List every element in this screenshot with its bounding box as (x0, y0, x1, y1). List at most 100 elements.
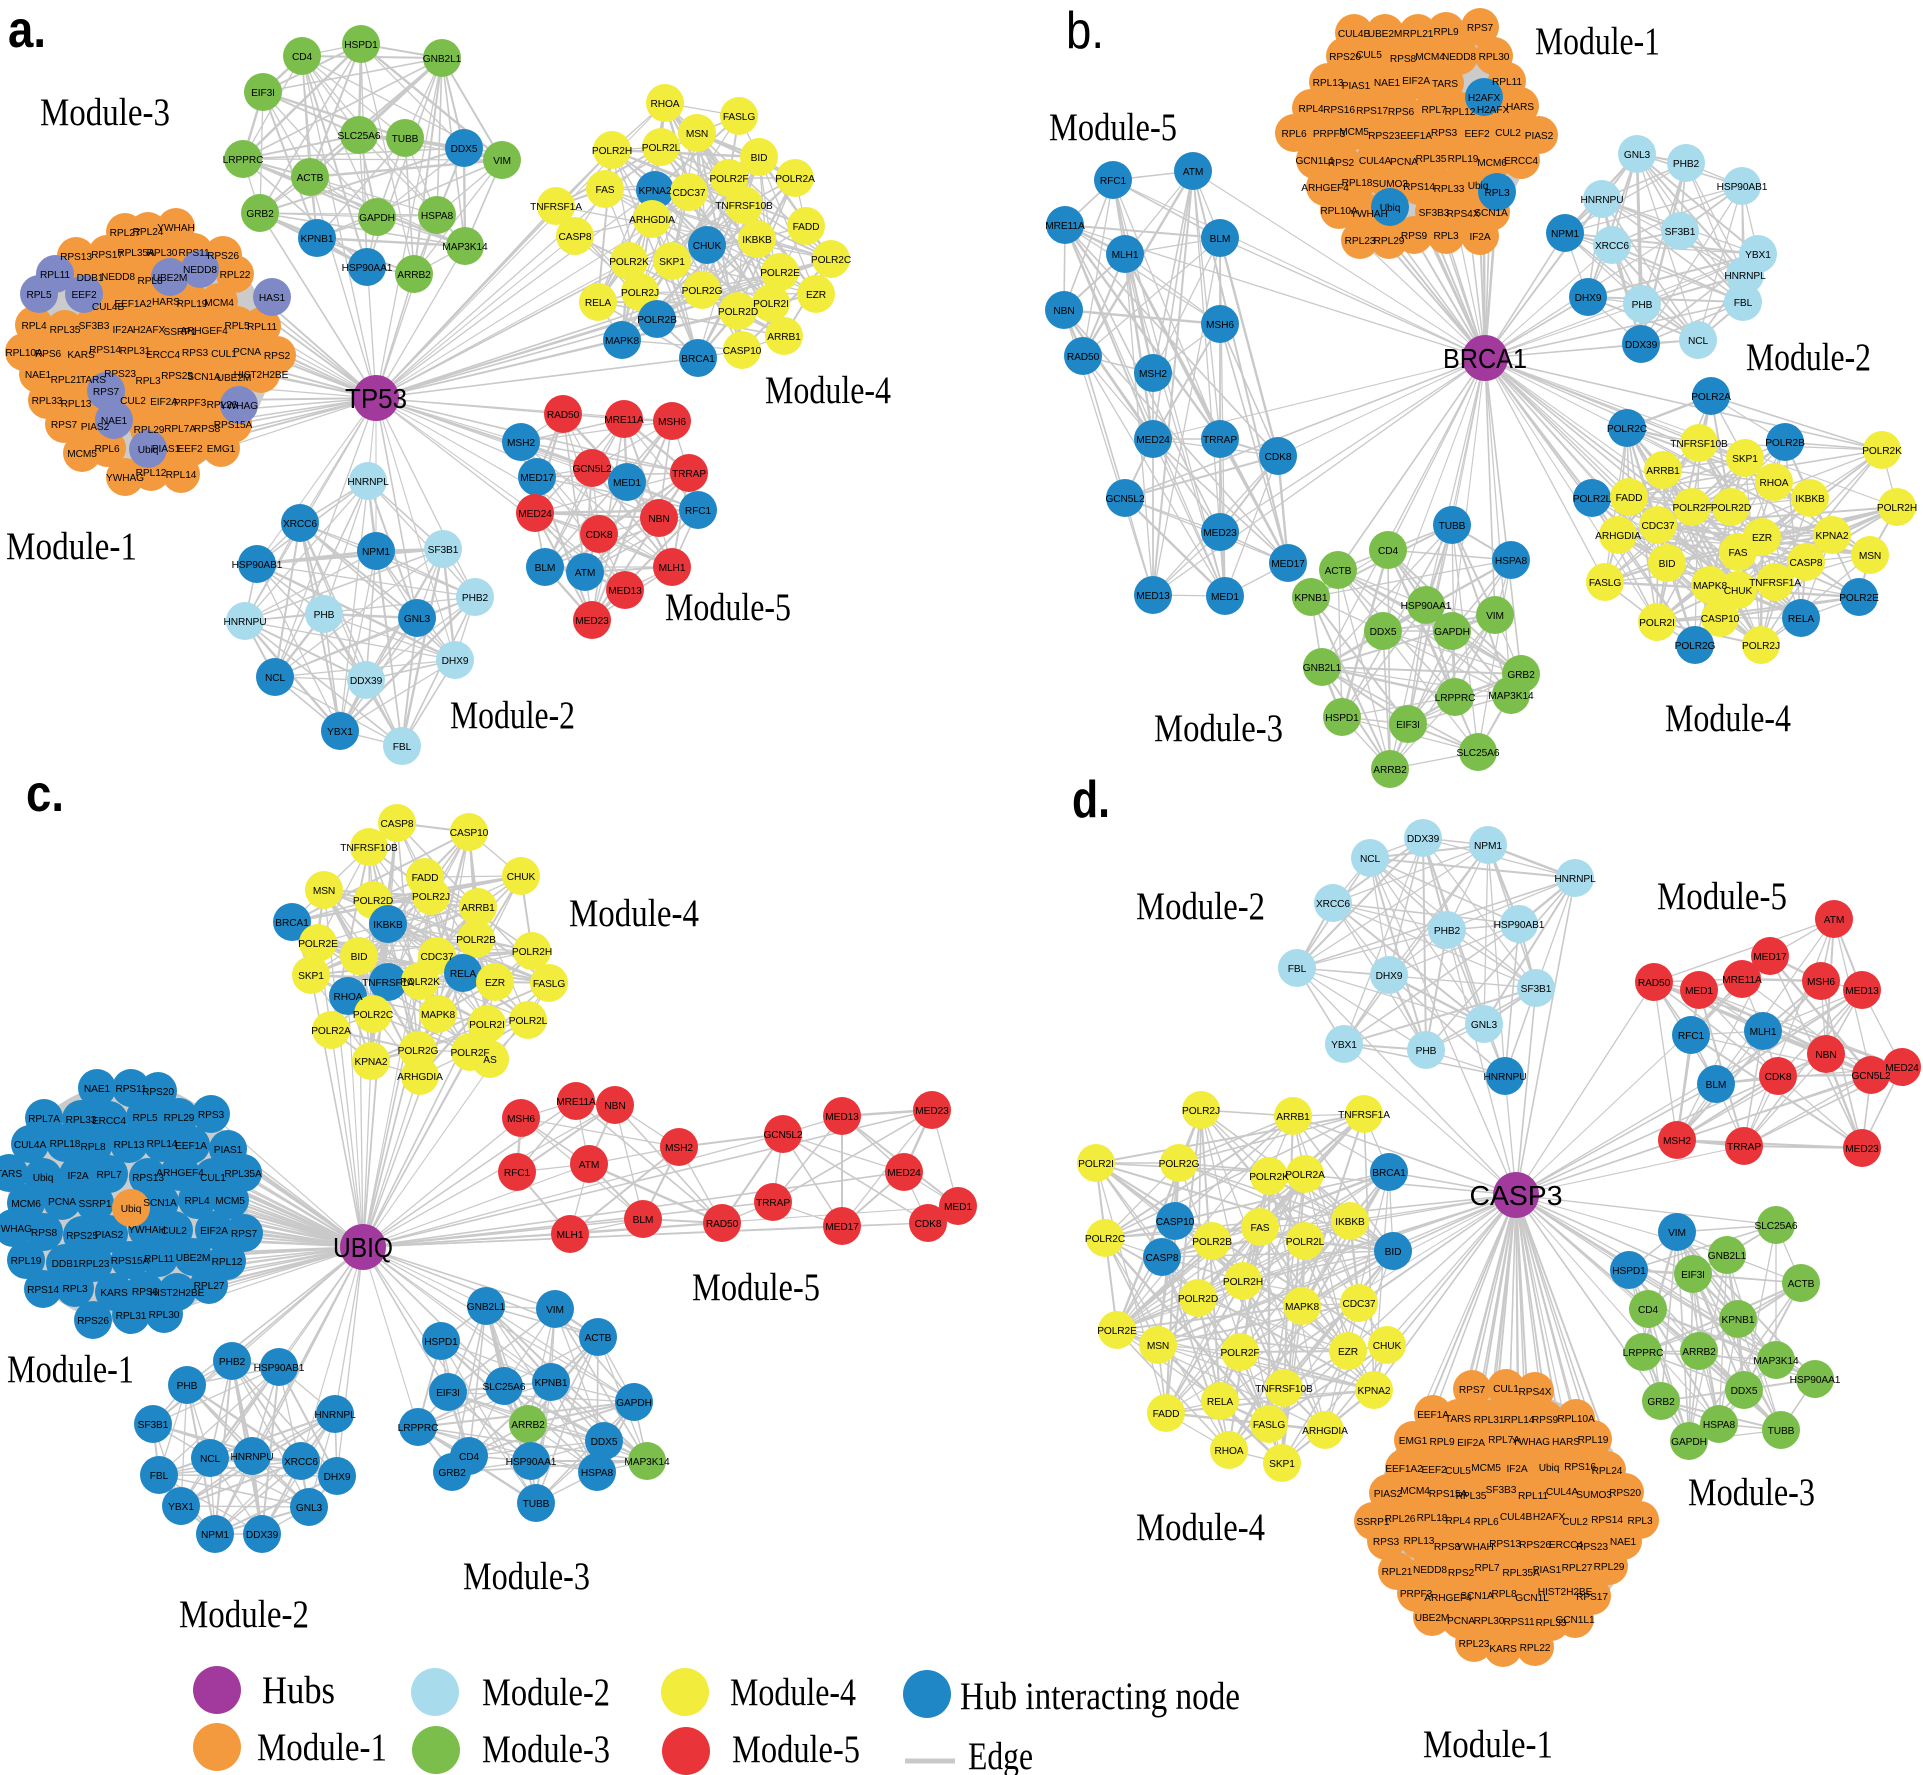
svg-text:POLR2H: POLR2H (592, 146, 632, 157)
svg-text:POLR2C: POLR2C (1085, 1234, 1125, 1245)
svg-text:POLR2E: POLR2E (298, 939, 338, 950)
svg-text:RPS9: RPS9 (1532, 1415, 1559, 1426)
svg-text:LRPPRC: LRPPRC (398, 1423, 439, 1434)
svg-text:RHOA: RHOA (1214, 1446, 1243, 1457)
svg-text:Module-1: Module-1 (1535, 20, 1660, 63)
svg-text:RPL12: RPL12 (212, 1257, 243, 1268)
svg-text:POLR2F: POLR2F (1220, 1348, 1259, 1359)
svg-text:ARHGEF4: ARHGEF4 (1301, 183, 1349, 194)
svg-text:CDC37: CDC37 (673, 188, 706, 199)
svg-text:CUL4B: CUL4B (1500, 1512, 1533, 1523)
svg-text:ARHGEF4: ARHGEF4 (180, 326, 228, 337)
svg-text:POLR2H: POLR2H (1877, 503, 1917, 514)
svg-text:NAE1: NAE1 (101, 416, 128, 427)
svg-text:SF3B3: SF3B3 (1486, 1485, 1517, 1496)
svg-text:RPL12: RPL12 (136, 468, 167, 479)
svg-text:TARS: TARS (1445, 1414, 1471, 1425)
svg-text:CUL4B: CUL4B (92, 302, 125, 313)
svg-text:MLH1: MLH1 (1750, 1027, 1777, 1038)
svg-text:KPNB1: KPNB1 (301, 234, 334, 245)
svg-text:RPL4: RPL4 (21, 321, 47, 332)
svg-text:RPL4: RPL4 (184, 1196, 210, 1207)
svg-text:CHUK: CHUK (1724, 586, 1753, 597)
svg-text:SF3B3: SF3B3 (79, 321, 110, 332)
svg-text:RPL19: RPL19 (1578, 1435, 1609, 1446)
svg-text:RELA: RELA (1788, 614, 1815, 625)
svg-text:SCN1A: SCN1A (1460, 1591, 1494, 1602)
svg-text:YWHAH: YWHAH (157, 223, 194, 234)
svg-text:RPS13: RPS13 (132, 1173, 164, 1184)
svg-text:POLR2B: POLR2B (1192, 1237, 1232, 1248)
svg-text:RPL27: RPL27 (194, 1281, 225, 1292)
svg-text:NPM1: NPM1 (1551, 229, 1579, 240)
svg-text:RPS15A: RPS15A (1429, 1489, 1468, 1500)
svg-text:CUL4B: CUL4B (1338, 29, 1371, 40)
svg-text:GNL3: GNL3 (296, 1503, 323, 1514)
svg-text:ARRB1: ARRB1 (1646, 466, 1680, 477)
svg-text:ARHGDIA: ARHGDIA (397, 1072, 443, 1083)
svg-text:Module-4: Module-4 (730, 1671, 856, 1714)
svg-text:c.: c. (26, 765, 64, 823)
svg-text:RPS26: RPS26 (207, 251, 239, 262)
svg-text:Hub interacting node: Hub interacting node (960, 1675, 1240, 1718)
svg-text:RPL30: RPL30 (149, 1310, 180, 1321)
svg-text:RPL29: RPL29 (1374, 236, 1405, 247)
svg-text:HSP90AA1: HSP90AA1 (1790, 1375, 1841, 1386)
svg-text:RPL13: RPL13 (61, 399, 92, 410)
svg-text:RPS4X: RPS4X (1519, 1387, 1552, 1398)
svg-text:PHB: PHB (1632, 300, 1653, 311)
svg-text:RPL12: RPL12 (1445, 107, 1476, 118)
svg-text:RPS14: RPS14 (89, 345, 121, 356)
svg-text:POLR2D: POLR2D (1711, 503, 1751, 514)
svg-text:RPS7: RPS7 (93, 387, 120, 398)
svg-text:SCN1A: SCN1A (1474, 208, 1508, 219)
svg-text:ATM: ATM (1183, 167, 1203, 178)
svg-text:GAPDH: GAPDH (1671, 1437, 1707, 1448)
svg-text:RPS13: RPS13 (1489, 1539, 1521, 1550)
svg-text:RPS4X: RPS4X (1447, 209, 1480, 220)
svg-text:MED23: MED23 (575, 616, 609, 627)
svg-text:MAP3K14: MAP3K14 (624, 1457, 670, 1468)
svg-text:TRRAP: TRRAP (1203, 435, 1237, 446)
svg-text:IF2A: IF2A (112, 325, 133, 336)
svg-text:MAP3K14: MAP3K14 (442, 242, 488, 253)
svg-text:XRCC6: XRCC6 (1316, 899, 1350, 910)
svg-text:POLR2F: POLR2F (450, 1048, 489, 1059)
svg-text:UBE2M: UBE2M (217, 373, 252, 384)
svg-text:RPL18: RPL18 (1342, 178, 1373, 189)
svg-text:POLR2F: POLR2F (709, 174, 748, 185)
svg-text:RPS3: RPS3 (182, 348, 209, 359)
svg-text:HIST2H2BE: HIST2H2BE (1538, 1587, 1593, 1598)
svg-text:DDX39: DDX39 (1625, 340, 1658, 351)
svg-text:YWHAG: YWHAG (0, 1224, 32, 1235)
svg-text:GCN1L1: GCN1L1 (1295, 156, 1334, 167)
svg-text:FADD: FADD (793, 222, 820, 233)
svg-text:RPL26: RPL26 (207, 400, 238, 411)
svg-text:YWHAG: YWHAG (220, 401, 258, 412)
svg-text:IF2A: IF2A (1469, 232, 1490, 243)
svg-text:RPL11: RPL11 (247, 322, 277, 333)
svg-text:RPL8: RPL8 (1491, 1589, 1517, 1600)
svg-text:MED1: MED1 (1211, 592, 1239, 603)
svg-text:RPL35A: RPL35A (117, 248, 155, 259)
svg-text:RPS20: RPS20 (1609, 1488, 1641, 1499)
svg-text:RPL13: RPL13 (1313, 78, 1344, 89)
svg-text:Module-5: Module-5 (665, 586, 791, 629)
svg-text:POLR2E: POLR2E (1097, 1326, 1137, 1337)
svg-text:PRPF3: PRPF3 (174, 398, 207, 409)
svg-text:RPL18: RPL18 (1417, 1513, 1448, 1524)
svg-text:RPS7: RPS7 (1459, 1385, 1486, 1396)
svg-text:POLR2I: POLR2I (1639, 618, 1675, 629)
svg-text:MSH2: MSH2 (1663, 1136, 1691, 1147)
svg-text:HSP90AA1: HSP90AA1 (342, 263, 393, 274)
svg-text:HSPA8: HSPA8 (421, 211, 454, 222)
svg-text:TARS: TARS (80, 375, 106, 386)
svg-text:TNFRSF1A: TNFRSF1A (530, 202, 582, 213)
svg-text:RPS6: RPS6 (1388, 107, 1415, 118)
svg-text:EIF2A: EIF2A (150, 397, 178, 408)
svg-text:NEDD8: NEDD8 (101, 272, 135, 283)
svg-text:PHB2: PHB2 (219, 1357, 246, 1368)
svg-text:SLC25A6: SLC25A6 (1457, 748, 1500, 759)
svg-text:GCN5L2: GCN5L2 (572, 464, 611, 475)
svg-text:PIAS1: PIAS1 (1342, 81, 1371, 92)
